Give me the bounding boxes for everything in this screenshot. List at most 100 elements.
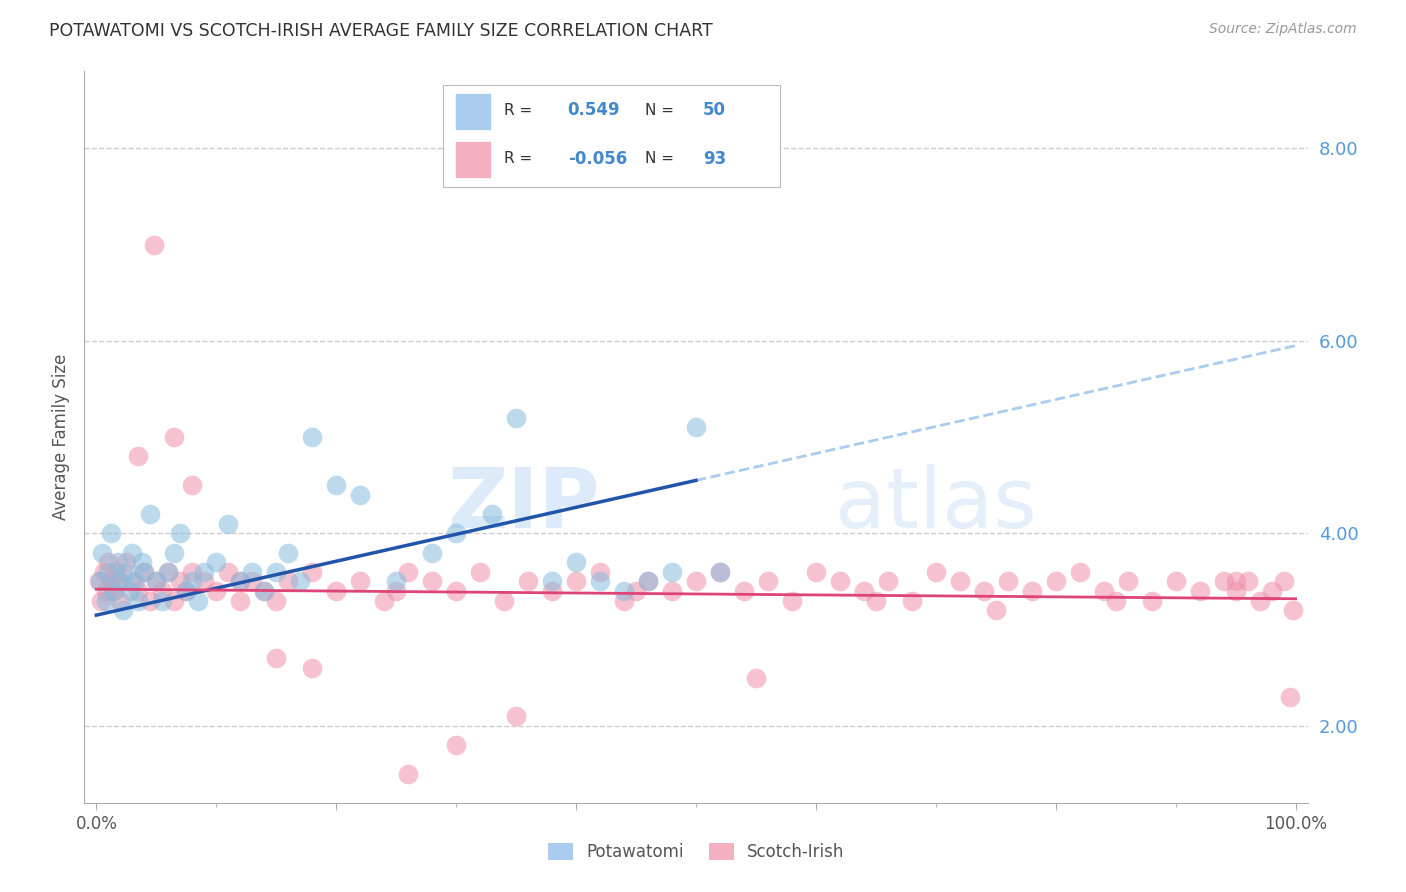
- Point: [110, 574, 132, 589]
- Point: [127, 584, 149, 599]
- Point: [661, 584, 683, 599]
- Point: [97, 565, 120, 579]
- Text: POTAWATOMI VS SCOTCH-IRISH AVERAGE FAMILY SIZE CORRELATION CHART: POTAWATOMI VS SCOTCH-IRISH AVERAGE FAMIL…: [49, 22, 713, 40]
- Point: [804, 565, 827, 579]
- Point: [277, 574, 299, 589]
- Point: [325, 584, 347, 599]
- Point: [565, 555, 588, 569]
- Text: R =: R =: [503, 151, 531, 166]
- Point: [745, 671, 768, 685]
- Point: [253, 584, 276, 599]
- Point: [949, 574, 972, 589]
- Point: [984, 603, 1007, 617]
- Text: 93: 93: [703, 150, 725, 168]
- Point: [93, 565, 115, 579]
- Point: [1105, 593, 1128, 607]
- Point: [1249, 593, 1271, 607]
- Point: [90, 593, 112, 607]
- Y-axis label: Average Family Size: Average Family Size: [52, 354, 70, 520]
- Point: [709, 565, 731, 579]
- Point: [505, 709, 527, 723]
- Point: [107, 574, 129, 589]
- Point: [142, 237, 165, 252]
- Point: [1021, 584, 1043, 599]
- Point: [115, 555, 138, 569]
- Point: [1069, 565, 1091, 579]
- Point: [87, 574, 110, 589]
- Point: [127, 593, 149, 607]
- Point: [385, 574, 408, 589]
- Point: [865, 593, 887, 607]
- Point: [481, 507, 503, 521]
- Point: [420, 545, 443, 559]
- Point: [301, 430, 323, 444]
- Point: [240, 565, 263, 579]
- Point: [301, 661, 323, 675]
- Text: -0.056: -0.056: [568, 150, 627, 168]
- Text: 0.549: 0.549: [568, 102, 620, 120]
- Point: [901, 593, 924, 607]
- Point: [517, 574, 540, 589]
- Point: [169, 574, 191, 589]
- Point: [229, 593, 252, 607]
- Point: [118, 584, 141, 599]
- Point: [541, 574, 564, 589]
- Point: [145, 574, 167, 589]
- Point: [193, 574, 215, 589]
- Text: Source: ZipAtlas.com: Source: ZipAtlas.com: [1209, 22, 1357, 37]
- Point: [444, 738, 467, 752]
- Point: [121, 545, 143, 559]
- Point: [103, 584, 125, 599]
- Point: [110, 593, 132, 607]
- Point: [277, 545, 299, 559]
- Point: [131, 555, 153, 569]
- Point: [163, 593, 186, 607]
- Point: [1278, 690, 1301, 704]
- Point: [733, 584, 755, 599]
- FancyBboxPatch shape: [457, 94, 491, 128]
- Point: [1188, 584, 1211, 599]
- FancyBboxPatch shape: [457, 142, 491, 177]
- Point: [444, 584, 467, 599]
- Point: [150, 584, 173, 599]
- Point: [107, 555, 129, 569]
- Point: [150, 593, 173, 607]
- Point: [505, 410, 527, 425]
- Point: [205, 584, 228, 599]
- Point: [264, 565, 287, 579]
- Point: [1225, 584, 1247, 599]
- Point: [134, 565, 156, 579]
- Point: [973, 584, 995, 599]
- Point: [444, 526, 467, 541]
- Point: [205, 555, 228, 569]
- Point: [624, 584, 647, 599]
- Point: [104, 565, 127, 579]
- Point: [94, 584, 117, 599]
- Point: [349, 488, 371, 502]
- Point: [121, 574, 143, 589]
- Point: [145, 574, 167, 589]
- Text: N =: N =: [645, 151, 675, 166]
- Point: [420, 574, 443, 589]
- Point: [613, 584, 636, 599]
- Point: [229, 574, 252, 589]
- Point: [264, 651, 287, 665]
- Point: [613, 593, 636, 607]
- Point: [290, 574, 312, 589]
- Point: [852, 584, 875, 599]
- Point: [685, 574, 707, 589]
- Point: [181, 574, 204, 589]
- Point: [997, 574, 1019, 589]
- Point: [396, 565, 419, 579]
- Point: [876, 574, 898, 589]
- Point: [1260, 584, 1282, 599]
- Point: [373, 593, 395, 607]
- Point: [468, 565, 491, 579]
- Point: [780, 593, 803, 607]
- Point: [349, 574, 371, 589]
- Point: [1164, 574, 1187, 589]
- Point: [541, 584, 564, 599]
- Point: [253, 584, 276, 599]
- Point: [1045, 574, 1067, 589]
- Point: [925, 565, 948, 579]
